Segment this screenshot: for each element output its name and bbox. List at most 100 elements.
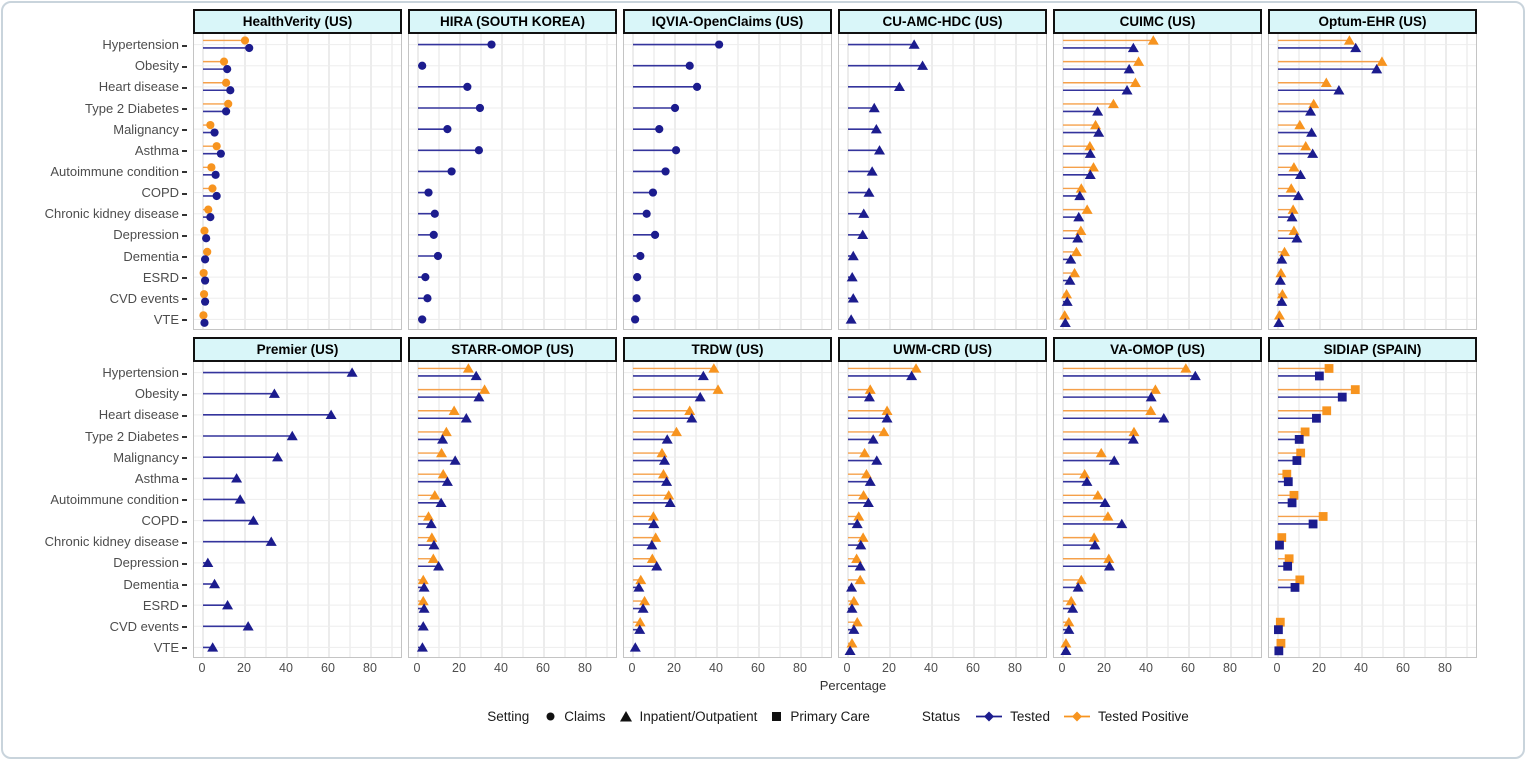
y-axis-label: Type 2 Diabetes [7,100,187,117]
y-axis-label: Obesity [7,385,187,402]
facet-panel: Optum-EHR (US) [1268,9,1477,330]
legend-item-label: Tested [1010,709,1050,724]
facet-title: CU-AMC-HDC (US) [838,9,1047,34]
y-axis-label: Heart disease [7,406,187,423]
y-axis-label: Autoimmune condition [7,491,187,508]
tested-marker-icon [976,711,1003,722]
x-tick-label: 40 [1139,661,1153,675]
facet-panel: SIDIAP (SPAIN) 0 20 40 60 80 [1268,337,1477,676]
tested-positive-marker-icon [1063,711,1090,722]
x-axis-ticks: 0 20 40 60 80 [408,658,617,676]
x-tick-label: 20 [452,661,466,675]
y-axis-label: COPD [7,184,187,201]
x-tick-label: 20 [667,661,681,675]
x-axis-ticks: 0 20 40 60 80 [623,658,832,676]
facet-plot [1053,34,1262,330]
facet-row: Hypertension Obesity Heart disease Type 2 D… [7,337,1519,676]
x-tick-label: 0 [198,661,206,675]
x-tick-label: 60 [536,661,550,675]
y-axis-labels: Hypertension Obesity Heart disease Type 2 D… [7,9,187,330]
x-tick-label: 20 [1097,661,1111,675]
y-axis-label: Type 2 Diabetes [7,428,187,445]
x-axis-title: Percentage [819,678,887,693]
x-tick-label: 80 [1438,661,1452,675]
y-axis-label: Asthma [7,142,187,159]
facet-title: STARR-OMOP (US) [408,337,617,362]
x-tick-label: 20 [882,661,896,675]
y-axis-label: Dementia [7,576,187,593]
facet-title: HealthVerity (US) [193,9,402,34]
facet-plot [408,362,617,658]
facet-title: Optum-EHR (US) [1268,9,1477,34]
legend-item-tested: Tested [975,709,1050,724]
y-axis-label: Obesity [7,57,187,74]
x-tick-label: 0 [1273,661,1281,675]
x-tick-label: 40 [1354,661,1368,675]
x-axis-ticks: 0 20 40 60 80 [1268,658,1477,676]
y-axis-label: VTE [7,311,187,328]
y-axis-label: Dementia [7,248,187,265]
facet-panel: Premier (US) 0 20 40 60 80 [193,337,402,676]
x-tick-label: 80 [363,661,377,675]
x-tick-label: 20 [237,661,251,675]
facet-grid: Hypertension Obesity Heart disease Type 2 D… [7,9,1519,676]
facet-title: IQVIA-OpenClaims (US) [623,9,832,34]
facet-panel: CUIMC (US) [1053,9,1262,330]
facet-panel: HealthVerity (US) [193,9,402,330]
legend-item-label: Tested Positive [1097,709,1189,724]
facet-plot [193,362,402,658]
facet-panel: UWM-CRD (US) 0 20 40 60 80 [838,337,1047,676]
inpatient-triangle-icon [619,711,632,722]
x-tick-label: 80 [1223,661,1237,675]
facet-title: CUIMC (US) [1053,9,1262,34]
claims-circle-icon [546,712,555,721]
primary-care-square-icon [772,712,782,721]
legend-item-inpatient-outpatient: Inpatient/Outpatient [619,709,758,724]
legend-item-claims: Claims [544,709,606,724]
x-tick-label: 60 [1181,661,1195,675]
facet-plot [1053,362,1262,658]
x-tick-label: 40 [279,661,293,675]
legend-status-label: Status [921,709,961,724]
facet-plot [193,34,402,330]
legend-item-label: Inpatient/Outpatient [639,709,758,724]
legend: Setting Claims Inpatient/Outpatient Prim… [7,709,1519,724]
x-tick-label: 80 [793,661,807,675]
y-axis-label: CVD events [7,290,187,307]
x-axis-ticks: 0 20 40 60 80 [838,658,1047,676]
x-tick-label: 20 [1312,661,1326,675]
facet-title: TRDW (US) [623,337,832,362]
y-axis-label: Depression [7,554,187,571]
facet-panel: CU-AMC-HDC (US) [838,9,1047,330]
facet-title: VA-OMOP (US) [1053,337,1262,362]
facet-panel: TRDW (US) 0 20 40 60 80 [623,337,832,676]
y-axis-label: COPD [7,512,187,529]
facet-panel: VA-OMOP (US) 0 20 40 60 80 [1053,337,1262,676]
facet-title: SIDIAP (SPAIN) [1268,337,1477,362]
x-tick-label: 80 [578,661,592,675]
x-tick-label: 60 [321,661,335,675]
x-tick-label: 60 [966,661,980,675]
facet-panel: HIRA (SOUTH KOREA) [408,9,617,330]
facet-title: HIRA (SOUTH KOREA) [408,9,617,34]
x-tick-label: 40 [924,661,938,675]
facet-plot [838,34,1047,330]
facet-title: Premier (US) [193,337,402,362]
legend-item-primary-care: Primary Care [770,709,870,724]
x-tick-label: 0 [843,661,851,675]
legend-item-tested-positive: Tested Positive [1063,709,1189,724]
y-axis-label: Asthma [7,470,187,487]
legend-item-label: Claims [564,709,606,724]
facet-plot [1268,34,1477,330]
y-axis-label: Chronic kidney disease [7,533,187,550]
x-tick-label: 0 [413,661,421,675]
y-axis-label: Hypertension [7,36,187,53]
y-axis-label: Autoimmune condition [7,163,187,180]
x-tick-label: 40 [709,661,723,675]
y-axis-label: Hypertension [7,364,187,381]
x-axis-ticks: 0 20 40 60 80 [193,658,402,676]
facet-plot [1268,362,1477,658]
y-axis-label: VTE [7,639,187,656]
facet-panel: IQVIA-OpenClaims (US) [623,9,832,330]
